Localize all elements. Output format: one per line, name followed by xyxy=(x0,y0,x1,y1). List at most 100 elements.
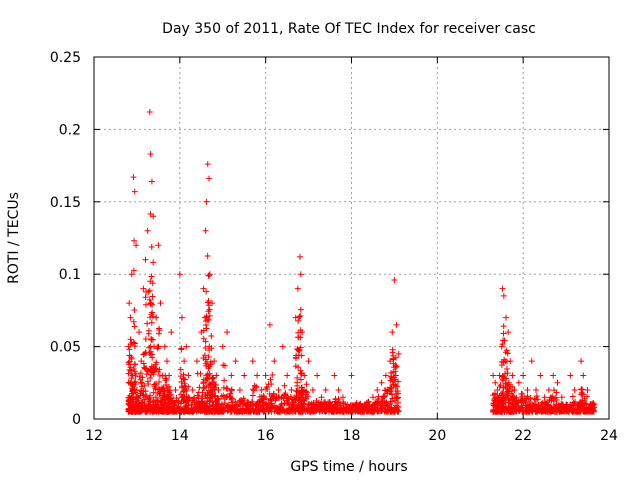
data-point xyxy=(148,273,155,280)
data-point xyxy=(131,306,138,313)
data-point xyxy=(181,358,188,365)
data-point xyxy=(298,352,305,359)
data-point xyxy=(209,300,216,307)
data-point xyxy=(383,399,390,406)
data-point xyxy=(132,361,139,368)
chart-title: Day 350 of 2011, Rate Of TEC Index for r… xyxy=(162,21,536,37)
data-point xyxy=(152,365,159,372)
data-point xyxy=(211,392,218,399)
data-point xyxy=(190,395,197,402)
data-point xyxy=(524,393,531,400)
data-point xyxy=(516,405,523,412)
data-point xyxy=(207,361,214,368)
data-point xyxy=(189,408,196,415)
data-point xyxy=(303,381,310,388)
data-point xyxy=(392,362,399,369)
x-axis-label: GPS time / hours xyxy=(290,459,407,475)
data-point xyxy=(498,343,505,350)
data-point xyxy=(254,372,261,379)
data-point xyxy=(199,389,206,396)
data-point xyxy=(228,396,235,403)
data-point xyxy=(584,387,591,394)
data-point xyxy=(173,394,180,401)
data-point xyxy=(266,321,273,328)
data-point xyxy=(296,313,303,320)
data-point xyxy=(215,387,222,394)
data-point xyxy=(155,343,162,350)
data-point xyxy=(394,408,401,415)
data-point xyxy=(224,385,231,392)
data-point xyxy=(299,329,306,336)
data-point xyxy=(127,380,134,387)
data-point xyxy=(149,280,156,287)
data-point xyxy=(205,353,212,360)
data-point xyxy=(150,259,157,266)
data-point xyxy=(335,387,342,394)
data-point xyxy=(327,407,334,414)
data-point xyxy=(219,343,226,350)
data-point xyxy=(392,354,399,361)
data-point xyxy=(515,379,522,386)
data-point xyxy=(284,372,291,379)
x-tick-label: 16 xyxy=(257,428,275,444)
y-tick-label: 0.15 xyxy=(50,195,81,211)
data-point xyxy=(507,383,514,390)
data-point xyxy=(249,386,256,393)
data-point xyxy=(130,396,137,403)
data-point xyxy=(393,394,400,401)
data-point xyxy=(384,390,391,397)
data-point xyxy=(580,372,587,379)
data-point xyxy=(131,386,138,393)
data-point xyxy=(221,362,228,369)
data-point xyxy=(147,300,154,307)
data-point xyxy=(241,397,248,404)
data-point xyxy=(146,395,153,402)
data-point xyxy=(209,374,216,381)
data-point xyxy=(194,370,201,377)
data-point xyxy=(220,384,227,391)
data-point xyxy=(137,370,144,377)
data-point xyxy=(126,346,133,353)
x-tick-labels: 12 14 16 18 20 22 24 xyxy=(85,428,618,444)
data-point xyxy=(533,392,540,399)
data-point xyxy=(228,387,235,394)
data-point xyxy=(568,402,575,409)
x-tick-label: 18 xyxy=(343,428,361,444)
data-point xyxy=(130,267,137,274)
data-point xyxy=(492,379,499,386)
data-point xyxy=(284,399,291,406)
data-point xyxy=(131,188,138,195)
data-point xyxy=(297,271,304,278)
data-point xyxy=(127,336,134,343)
data-point xyxy=(298,369,305,376)
data-point xyxy=(550,398,557,405)
data-point xyxy=(146,109,153,116)
data-point xyxy=(550,372,557,379)
data-point xyxy=(278,400,285,407)
y-tick-label: 0.25 xyxy=(50,50,81,66)
data-point xyxy=(501,337,508,344)
data-point xyxy=(194,358,200,365)
data-point xyxy=(541,407,548,414)
data-point xyxy=(297,376,304,383)
data-point xyxy=(212,381,219,388)
data-point xyxy=(550,403,557,410)
data-point xyxy=(503,347,510,354)
data-point xyxy=(505,329,512,336)
data-point xyxy=(133,242,140,249)
data-point xyxy=(153,314,160,321)
data-point xyxy=(148,178,155,185)
data-point xyxy=(220,392,227,399)
data-point xyxy=(138,379,145,386)
data-point xyxy=(524,387,531,394)
data-point xyxy=(364,399,371,406)
data-point xyxy=(268,400,275,407)
data-point xyxy=(153,359,160,366)
data-point xyxy=(393,383,400,390)
data-point xyxy=(545,387,552,394)
data-point xyxy=(322,407,329,414)
data-point xyxy=(583,393,590,400)
data-point xyxy=(389,329,396,336)
y-tick-label: 0.1 xyxy=(59,267,81,283)
data-point xyxy=(168,329,175,336)
